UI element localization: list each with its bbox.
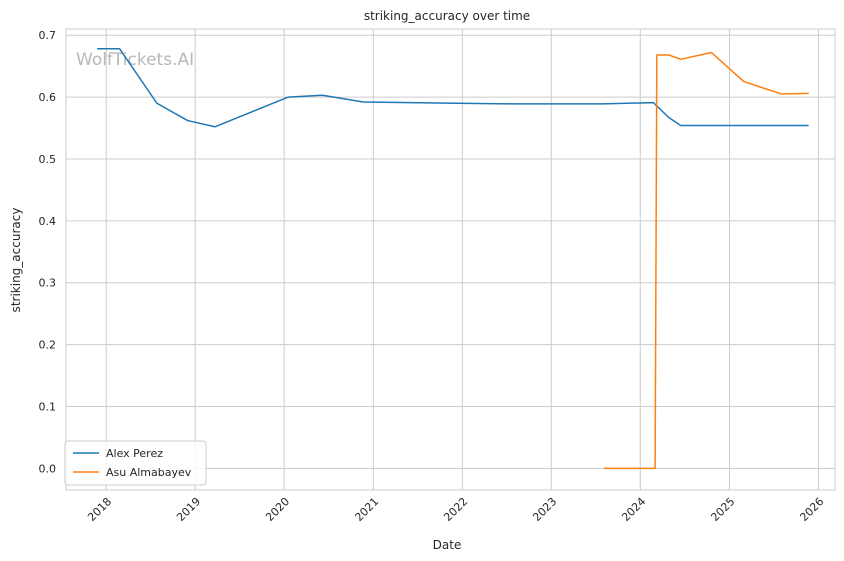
x-tick-label: 2025: [708, 495, 737, 524]
y-axis-label: striking_accuracy: [9, 208, 23, 313]
x-tick-label: 2021: [352, 495, 381, 524]
series-line-asu-almabayev: [603, 51, 809, 470]
y-tick-label: 0.3: [39, 277, 57, 290]
y-tick-label: 0.1: [39, 400, 57, 413]
y-tick-label: 0.5: [39, 153, 57, 166]
y-tick-label: 0.0: [39, 462, 57, 475]
legend-box: [64, 440, 207, 486]
x-tick-labels: 2018 2019 2020 2021 2022 2023 2024 2025 2026: [85, 495, 826, 524]
plot-background: [66, 29, 835, 490]
x-tick-label: 2024: [619, 495, 648, 524]
x-axis-label: Date: [433, 538, 462, 552]
y-tick-label: 0.6: [39, 91, 57, 104]
series-line-alex-perez: [97, 48, 809, 128]
grid: [66, 29, 835, 490]
chart-title: striking_accuracy over time: [364, 9, 530, 23]
y-tick-label: 0.2: [39, 339, 57, 352]
plot-frame: [65, 28, 836, 491]
y-tick-label: 0.4: [39, 215, 57, 228]
legend-label-asu-almabayev: Asu Almabayev: [106, 466, 192, 479]
legend-label-alex-perez: Alex Perez: [106, 447, 163, 460]
x-tick-label: 2020: [263, 495, 292, 524]
y-tick-labels: 0.0 0.1 0.2 0.3 0.4 0.5 0.6 0.7: [39, 29, 57, 475]
watermark-text: WolfTickets.AI: [76, 50, 194, 70]
x-tick-label: 2026: [797, 495, 826, 524]
x-tick-label: 2023: [530, 495, 559, 524]
x-tick-label: 2019: [174, 495, 203, 524]
x-tick-label: 2022: [441, 495, 470, 524]
series-layer: [97, 48, 809, 470]
legend: Alex Perez Asu Almabayev: [64, 440, 207, 486]
y-tick-label: 0.7: [39, 29, 57, 42]
x-tick-label: 2018: [85, 495, 114, 524]
